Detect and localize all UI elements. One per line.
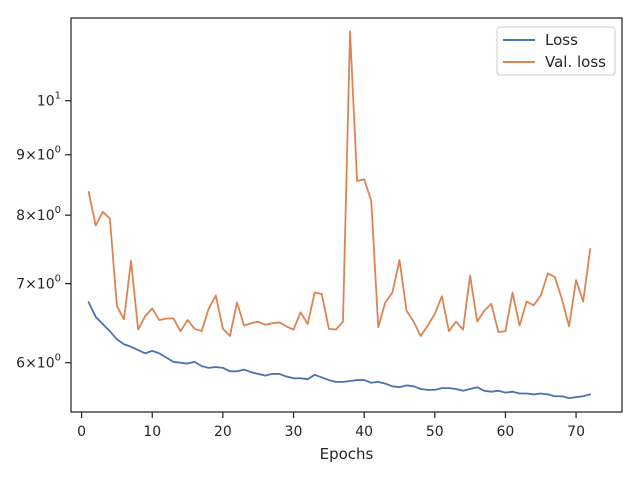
- x-axis: 0 10 20 30 40 50 60 70: [77, 412, 585, 440]
- x-tick-label: 40: [355, 424, 373, 440]
- y-tick-label: 7×100: [16, 274, 61, 293]
- x-tick-label: 70: [567, 424, 585, 440]
- series-line-loss: [87, 301, 592, 399]
- axes-frame: [70, 17, 623, 413]
- x-tick-label: 20: [214, 424, 232, 440]
- x-tick-label: 60: [497, 424, 515, 440]
- x-tick-label: 50: [426, 424, 444, 440]
- legend-label-loss: Loss: [545, 31, 578, 49]
- legend: Loss Val. loss: [496, 26, 616, 76]
- x-axis-label: Epochs: [320, 445, 374, 463]
- plot-area: [87, 30, 592, 399]
- legend-label-val-loss: Val. loss: [545, 53, 606, 71]
- y-tick-label: 9×100: [16, 145, 61, 164]
- y-tick-label: 101: [37, 91, 61, 110]
- y-tick-label: 6×100: [16, 353, 61, 372]
- y-tick-label: 8×100: [16, 205, 61, 224]
- x-tick-label: 10: [143, 424, 161, 440]
- series-line-val-loss: [87, 30, 592, 337]
- y-axis: 6×100 7×100 8×100 9×100 101: [16, 91, 71, 372]
- x-tick-label: 0: [77, 424, 86, 440]
- x-tick-label: 30: [285, 424, 303, 440]
